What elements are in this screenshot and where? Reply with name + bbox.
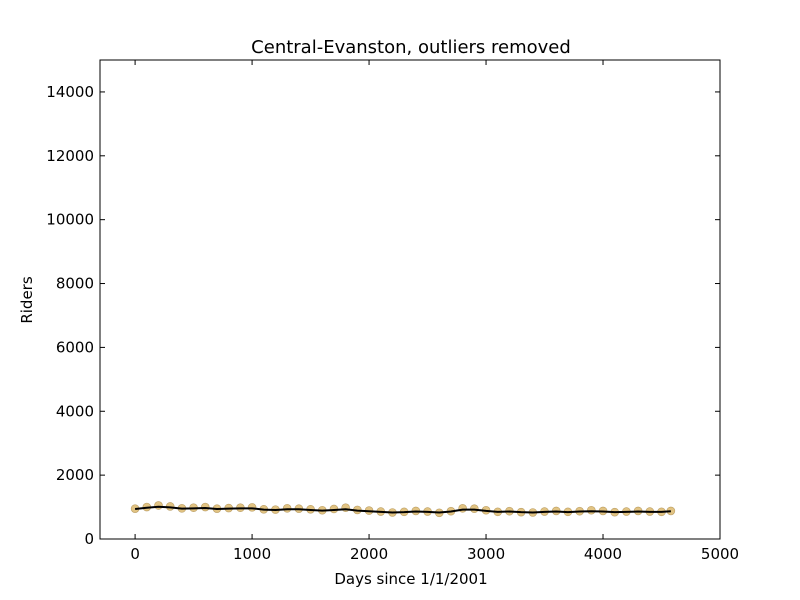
y-axis-label: Riders: [18, 276, 36, 324]
x-tick-label: 4000: [584, 545, 622, 563]
y-tick-label: 0: [84, 530, 94, 548]
smoothed-line-series: [134, 505, 671, 514]
plot-frame: [99, 59, 721, 540]
scatter-point: [458, 504, 467, 513]
x-tick-label: 0: [130, 545, 140, 563]
axis-ticks: 0 1000 2000 3000 4000 5000 0 2000 4000 6000 8000 10…: [46, 60, 739, 563]
y-tick-label: 6000: [56, 338, 94, 356]
y-tick-label: 10000: [46, 211, 94, 229]
y-tick-label: 14000: [46, 83, 94, 101]
y-tick-label: 2000: [56, 466, 94, 484]
x-tick-label: 3000: [467, 545, 505, 563]
scatter-point: [154, 501, 163, 510]
x-axis-label: Days since 1/1/2001: [334, 570, 487, 588]
y-tick-label: 4000: [56, 402, 94, 420]
chart-title: Central-Evanston, outliers removed: [251, 37, 571, 58]
smoothed-line: [134, 505, 671, 514]
x-tick-label: 5000: [701, 545, 739, 563]
x-tick-label: 2000: [350, 545, 388, 563]
y-tick-label: 12000: [46, 147, 94, 165]
y-tick-label: 8000: [56, 275, 94, 293]
x-tick-label: 1000: [233, 545, 271, 563]
